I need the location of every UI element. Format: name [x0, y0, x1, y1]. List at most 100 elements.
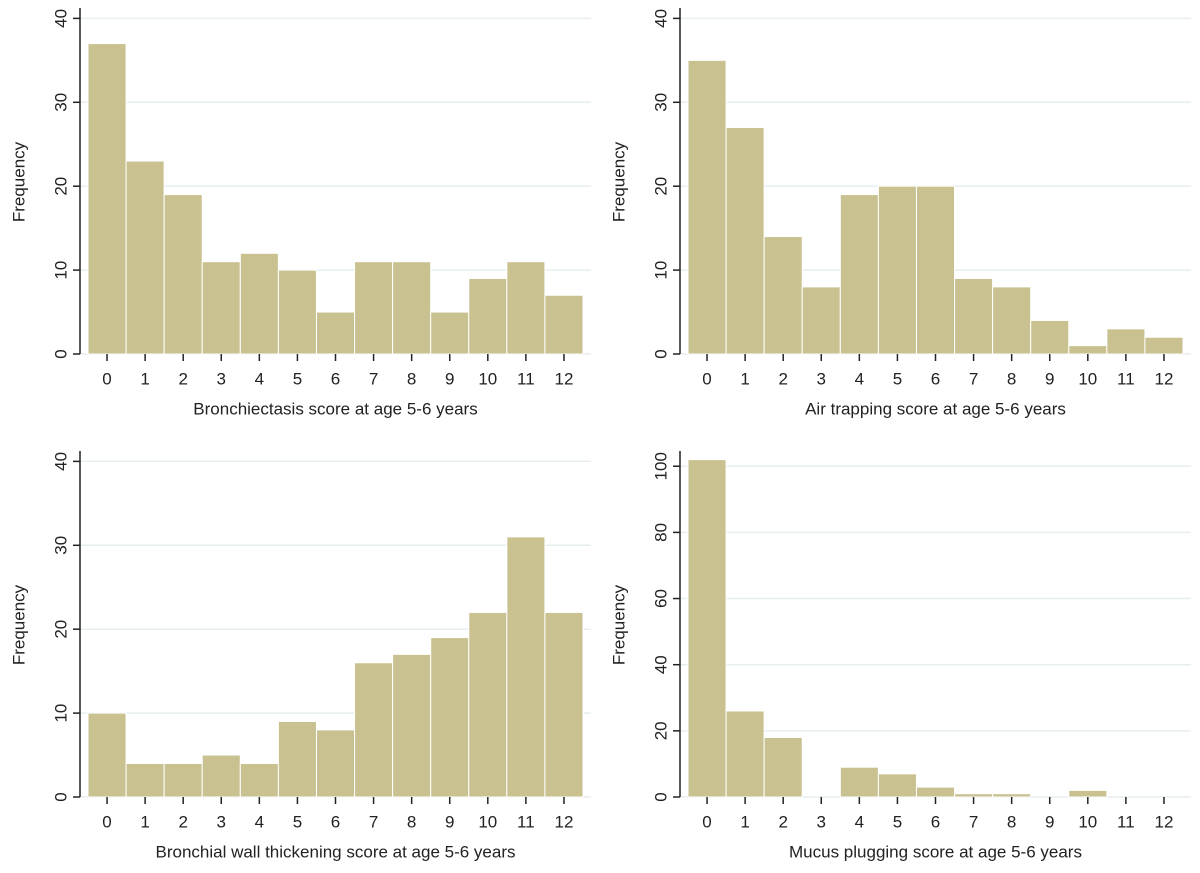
x-tick-label: 0: [702, 812, 711, 831]
bar: [468, 277, 508, 355]
bar: [87, 712, 127, 798]
x-tick-label: 8: [407, 369, 416, 388]
x-tick-label: 4: [255, 812, 264, 831]
x-tick-label: 9: [445, 812, 454, 831]
bar: [277, 269, 317, 355]
bar: [1068, 789, 1108, 798]
y-tick-label: 10: [651, 261, 670, 280]
bar: [839, 194, 879, 355]
bar: [1144, 336, 1184, 355]
x-tick-label: 6: [331, 812, 340, 831]
bar: [1106, 328, 1146, 355]
x-tick-label: 5: [293, 812, 302, 831]
bar: [687, 459, 727, 798]
x-tick-label: 8: [1007, 369, 1016, 388]
bar: [392, 261, 432, 355]
x-tick-label: 2: [778, 369, 787, 388]
bar: [392, 653, 432, 798]
bar: [239, 252, 279, 355]
x-tick-label: 10: [478, 812, 497, 831]
x-tick-label: 1: [740, 812, 749, 831]
bar: [354, 261, 394, 355]
x-tick-label: 3: [817, 369, 826, 388]
x-tick-label: 2: [178, 369, 187, 388]
x-tick-label: 12: [1155, 369, 1174, 388]
x-tick-label: 3: [217, 812, 226, 831]
y-tick-label: 0: [51, 792, 70, 801]
x-tick-label: 5: [293, 369, 302, 388]
x-tick-label: 7: [969, 812, 978, 831]
x-tick-label: 0: [702, 369, 711, 388]
bar: [468, 611, 508, 798]
y-tick-label: 30: [651, 93, 670, 112]
bar: [239, 762, 279, 798]
bar: [430, 637, 470, 798]
bar: [430, 311, 470, 355]
x-tick-label: 11: [517, 369, 535, 388]
y-tick-label: 20: [51, 177, 70, 196]
x-tick-label: 0: [102, 812, 111, 831]
y-tick-label: 80: [651, 523, 670, 542]
x-axis-label: Air trapping score at age 5-6 years: [805, 399, 1066, 418]
bar: [915, 786, 956, 798]
y-tick-label: 10: [51, 261, 70, 280]
x-tick-label: 10: [1078, 369, 1097, 388]
x-tick-label: 8: [1007, 812, 1016, 831]
x-tick-label: 9: [1045, 812, 1054, 831]
y-axis-label: Frequency: [609, 141, 628, 222]
bar: [725, 126, 765, 355]
x-axis-label: Bronchiectasis score at age 5-6 years: [193, 399, 477, 418]
x-tick-label: 3: [817, 812, 826, 831]
y-tick-label: 40: [51, 9, 70, 28]
bar: [315, 729, 356, 798]
y-tick-label: 40: [651, 9, 670, 28]
bar: [87, 43, 127, 355]
bar: [1068, 345, 1108, 355]
bar: [877, 185, 917, 355]
bar: [954, 277, 994, 355]
bar: [201, 261, 241, 355]
y-tick-label: 0: [51, 349, 70, 358]
bar: [992, 286, 1032, 355]
x-tick-label: 7: [969, 369, 978, 388]
bar: [954, 793, 994, 798]
x-tick-label: 3: [217, 369, 226, 388]
y-tick-label: 20: [51, 620, 70, 639]
y-tick-label: 20: [651, 721, 670, 740]
y-tick-label: 40: [51, 452, 70, 471]
bar: [801, 286, 841, 355]
y-axis-label: Frequency: [9, 584, 28, 665]
bar: [725, 710, 765, 798]
x-tick-label: 1: [140, 812, 149, 831]
bar: [763, 236, 803, 355]
bar: [839, 766, 879, 798]
x-tick-label: 12: [555, 812, 574, 831]
x-tick-label: 11: [517, 812, 535, 831]
bar: [506, 261, 546, 355]
x-tick-label: 1: [140, 369, 149, 388]
y-tick-label: 30: [51, 93, 70, 112]
x-tick-label: 10: [478, 369, 497, 388]
x-tick-label: 4: [255, 369, 264, 388]
bar: [915, 185, 956, 355]
x-axis-label: Mucus plugging score at age 5-6 years: [789, 842, 1082, 861]
x-tick-label: 6: [931, 812, 940, 831]
bar: [992, 793, 1032, 798]
x-tick-label: 7: [369, 369, 378, 388]
y-axis-label: Frequency: [9, 141, 28, 222]
x-tick-label: 4: [855, 812, 864, 831]
y-tick-label: 10: [51, 704, 70, 723]
bar: [544, 294, 584, 355]
x-tick-label: 11: [1117, 369, 1135, 388]
bar: [544, 611, 584, 798]
y-tick-label: 30: [51, 536, 70, 555]
x-tick-label: 0: [102, 369, 111, 388]
y-axis-label: Frequency: [609, 584, 628, 665]
x-tick-label: 5: [893, 812, 902, 831]
x-tick-label: 12: [1155, 812, 1174, 831]
x-tick-label: 6: [331, 369, 340, 388]
x-tick-label: 1: [740, 369, 749, 388]
